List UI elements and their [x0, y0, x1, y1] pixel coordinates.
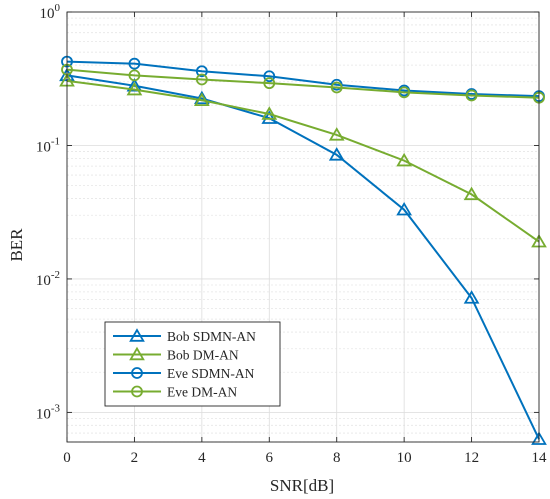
data-point: [128, 57, 141, 70]
data-point: [261, 106, 278, 120]
data-point: [261, 110, 278, 124]
data-point: [328, 147, 345, 161]
x-tick-label: 0: [63, 450, 71, 466]
legend: Bob SDMN-AN Bob DM-AN Eve SDMN-AN Eve DM-AN: [104, 321, 281, 407]
axes-box: [66, 11, 540, 443]
y-tick-label: 10-2: [36, 269, 60, 289]
data-point: [330, 81, 343, 94]
data-point: [465, 89, 478, 102]
data-point: [193, 92, 210, 106]
x-tick-label: 4: [198, 450, 206, 466]
legend-label: Eve SDMN-AN: [167, 366, 255, 381]
x-tick-label: 8: [333, 450, 341, 466]
legend-marker: [131, 367, 143, 379]
legend-label: Eve DM-AN: [167, 385, 237, 400]
x-tick-label: 6: [266, 450, 274, 466]
x-tick-label: 14: [532, 450, 548, 466]
data-point: [396, 201, 413, 216]
y-tick-label: 10-1: [36, 135, 60, 155]
legend-marker: [129, 346, 145, 361]
x-axis-label: SNR[dB]: [270, 476, 334, 495]
data-point: [463, 290, 480, 304]
data-point: [463, 186, 480, 201]
data-point: [195, 65, 208, 78]
data-point: [531, 431, 547, 445]
legend-marker: [131, 385, 143, 398]
series-line-1: [66, 74, 540, 440]
data-point: [398, 86, 411, 99]
x-tick-label: 2: [131, 450, 139, 466]
y-tick-label: 100: [40, 2, 61, 22]
data-point: [128, 69, 141, 82]
data-point: [263, 70, 276, 83]
series-line-2: [66, 79, 540, 243]
x-tick-label: 12: [464, 450, 479, 466]
data-point: [193, 90, 210, 105]
data-point: [195, 73, 208, 86]
data-point: [126, 81, 143, 96]
plot-area: 0 2 4 6 8 10 12 14 10-3 10-2 10-1 100: [36, 2, 547, 466]
y-tick-label: 10-3: [36, 402, 61, 422]
legend-label: Bob SDMN-AN: [167, 329, 256, 344]
series-line-4: [66, 68, 540, 99]
x-tick-label: 10: [397, 450, 412, 466]
y-axis-label: BER: [7, 228, 26, 262]
data-point: [263, 77, 276, 90]
data-point: [328, 127, 345, 141]
data-point: [396, 152, 413, 167]
legend-marker: [129, 328, 145, 342]
legend-label: Bob DM-AN: [167, 348, 239, 363]
series-line-3: [66, 60, 540, 98]
